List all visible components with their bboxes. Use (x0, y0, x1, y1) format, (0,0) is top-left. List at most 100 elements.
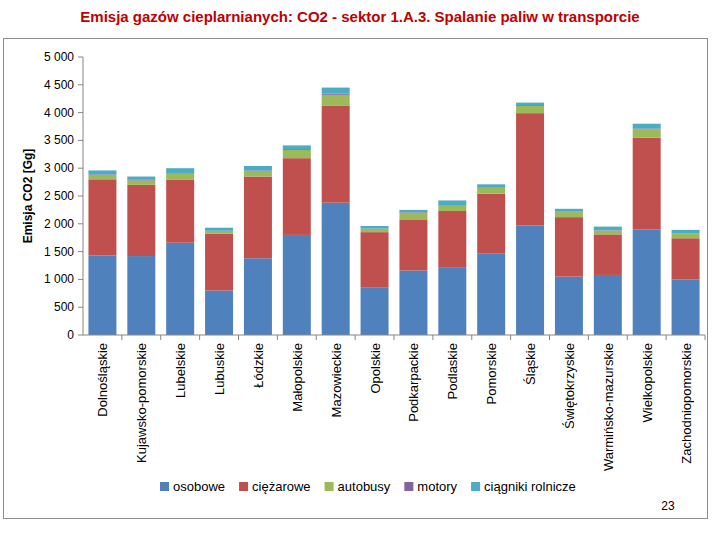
y-tick (78, 307, 83, 308)
bar-segment (166, 168, 194, 173)
x-tick-label: Kujawsko-pomorskie (134, 343, 149, 463)
bar-segment (399, 210, 427, 212)
x-tick (394, 335, 395, 340)
y-tick-label: 3 000 (44, 161, 74, 175)
x-tick (705, 335, 706, 340)
bar-segment (633, 129, 661, 137)
bar-segment (594, 275, 622, 335)
y-tick (78, 112, 83, 113)
bar-segment (88, 175, 116, 179)
y-tick-label: 5 000 (44, 50, 74, 64)
x-tick (549, 335, 550, 340)
title: Emisja gazów cieplarnianych: CO2 - sekto… (80, 8, 639, 25)
bar-segment (322, 88, 350, 94)
bar-segment (205, 234, 233, 291)
x-tick-label: Świętokrzyskie (562, 343, 577, 429)
x-tick (432, 335, 433, 340)
y-tick-label: 3 500 (44, 133, 74, 147)
x-tick (199, 335, 200, 340)
bar-segment (283, 158, 311, 235)
chart: Emisja gazów cieplarnianych: CO2 - sekto… (0, 0, 720, 540)
bar-segment (516, 106, 544, 113)
chart-frame (4, 39, 708, 519)
bar-segment (477, 253, 505, 335)
x-tick (238, 335, 239, 340)
bar-segment (516, 113, 544, 225)
x-tick (160, 335, 161, 340)
y-tick-label: 1 500 (44, 245, 74, 259)
bar-segment (555, 212, 583, 217)
x-tick-label: Wielkopolskie (640, 343, 655, 422)
y-tick (78, 168, 83, 169)
bar-segment (127, 185, 155, 256)
x-tick-label: Małopolskie (290, 343, 305, 412)
y-axis-label: Emisja CO2 [Gg] (21, 149, 35, 244)
bar-segment (594, 227, 622, 231)
bar-segment (322, 106, 350, 203)
x-tick-label: Zachodniopomorskie (679, 343, 694, 464)
bar-segment (438, 200, 466, 205)
bar-segment (166, 243, 194, 335)
bar-segment (555, 209, 583, 212)
bar-segment (127, 256, 155, 335)
bar-segment (283, 150, 311, 158)
y-tick-label: 2 000 (44, 217, 74, 231)
bar-segment (166, 174, 194, 180)
bar-segment (438, 206, 466, 211)
y-tick (78, 196, 83, 197)
x-tick (121, 335, 122, 340)
bar-segment (283, 145, 311, 149)
bar-segment (88, 255, 116, 335)
bar-segment (361, 226, 389, 229)
y-tick (78, 335, 83, 336)
bar-segment (438, 267, 466, 335)
bar-segment (361, 232, 389, 288)
bar-segment (399, 271, 427, 335)
legend: osoboweciężaroweautobusymotoryciągniki r… (160, 479, 576, 494)
y-tick (78, 84, 83, 85)
y-axis (83, 57, 84, 335)
bar-segment (555, 217, 583, 276)
y-tick (78, 223, 83, 224)
bar-segment (361, 229, 389, 232)
y-tick-label: 4 000 (44, 106, 74, 120)
bar-segment (244, 171, 272, 177)
x-tick-label: Łódzkie (251, 343, 266, 388)
x-tick-label: Podkarpackie (406, 343, 421, 422)
x-tick-label: Śląskie (523, 343, 538, 385)
legend-swatch (160, 482, 169, 491)
bar-segment (361, 288, 389, 335)
bar-segment (244, 258, 272, 335)
legend-swatch (404, 482, 413, 491)
bar-segment (205, 231, 233, 234)
legend-swatch (325, 482, 334, 491)
legend-label: motory (417, 479, 457, 494)
bar-segment (88, 170, 116, 174)
x-tick (627, 335, 628, 340)
y-tick-label: 500 (54, 300, 74, 314)
legend-label: autobusy (338, 479, 391, 494)
x-tick-label: Pomorskie (484, 343, 499, 404)
bar-segment (438, 211, 466, 267)
bar-segment (516, 103, 544, 106)
bar-segment (633, 138, 661, 230)
bar-segment (516, 225, 544, 335)
page-number: 23 (661, 499, 675, 513)
x-tick (471, 335, 472, 340)
bar-segment (633, 124, 661, 129)
legend-label: ciągniki rolnicze (484, 479, 576, 494)
y-tick (78, 57, 83, 58)
bar-segment (205, 228, 233, 231)
legend-swatch (471, 482, 480, 491)
bar-segment (672, 238, 700, 279)
y-tick (78, 279, 83, 280)
x-tick-label: Mazowieckie (329, 343, 344, 417)
x-tick (316, 335, 317, 340)
x-tick-label: Lubuskie (212, 343, 227, 395)
y-tick-label: 2 500 (44, 189, 74, 203)
bar-segment (322, 203, 350, 335)
bar-segment (672, 279, 700, 335)
bar-segment (672, 230, 700, 234)
bar-segment (594, 234, 622, 275)
bar-segment (283, 235, 311, 335)
